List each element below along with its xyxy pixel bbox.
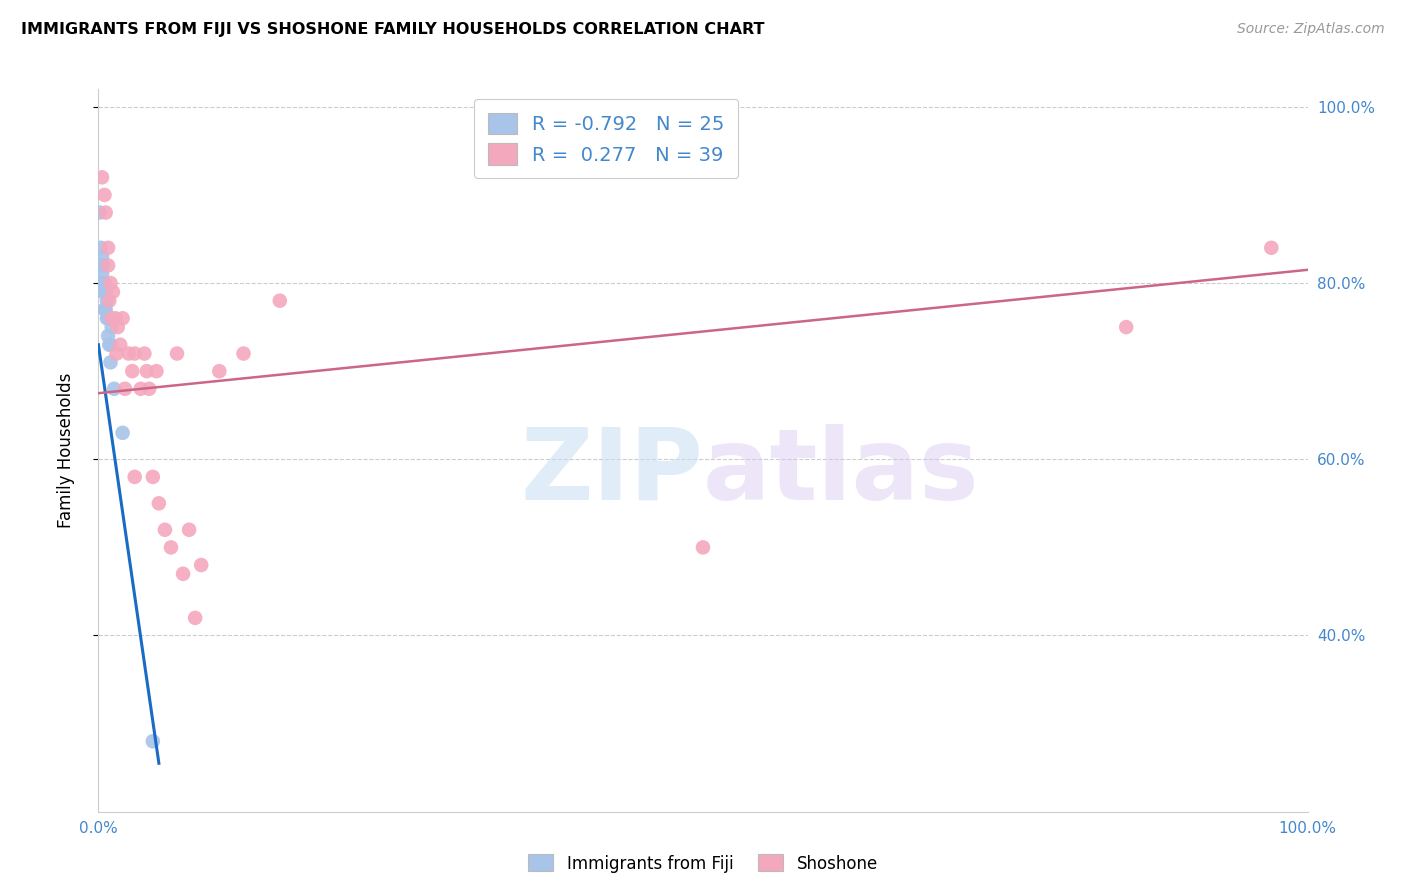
Text: atlas: atlas: [703, 424, 980, 521]
Point: [91, 170, 114, 185]
Point: [111, 311, 134, 326]
Text: Source: ZipAtlas.com: Source: ZipAtlas.com: [1237, 22, 1385, 37]
Point: [107, 320, 129, 334]
Point: [692, 541, 714, 555]
Point: [91, 285, 114, 299]
Point: [96, 311, 118, 326]
Point: [111, 425, 134, 440]
Point: [97, 311, 120, 326]
Point: [108, 337, 131, 351]
Point: [105, 346, 128, 360]
Point: [93, 188, 115, 202]
Point: [124, 346, 146, 360]
Point: [103, 382, 125, 396]
Point: [1260, 241, 1282, 255]
Point: [90, 241, 112, 255]
Y-axis label: Family Households: Family Households: [56, 373, 75, 528]
Point: [148, 496, 170, 510]
Point: [114, 382, 136, 396]
Point: [93, 276, 115, 290]
Point: [94, 285, 117, 299]
Point: [135, 364, 157, 378]
Point: [190, 558, 212, 572]
Point: [97, 329, 120, 343]
Point: [153, 523, 176, 537]
Point: [89, 205, 111, 219]
Legend: Immigrants from Fiji, Shoshone: Immigrants from Fiji, Shoshone: [522, 847, 884, 880]
Point: [91, 276, 114, 290]
Point: [91, 250, 114, 264]
Point: [100, 320, 122, 334]
Point: [94, 205, 117, 219]
Point: [100, 276, 122, 290]
Point: [1115, 320, 1137, 334]
Point: [98, 293, 121, 308]
Text: ZIP: ZIP: [520, 424, 703, 521]
Point: [96, 293, 118, 308]
Point: [124, 470, 146, 484]
Point: [97, 259, 120, 273]
Point: [269, 293, 291, 308]
Point: [100, 355, 122, 369]
Point: [100, 337, 122, 351]
Point: [142, 734, 165, 748]
Point: [134, 346, 156, 360]
Point: [93, 285, 115, 299]
Point: [118, 346, 141, 360]
Point: [104, 311, 127, 326]
Point: [91, 267, 114, 281]
Point: [184, 611, 207, 625]
Point: [91, 259, 114, 273]
Point: [166, 346, 188, 360]
Point: [129, 382, 152, 396]
Point: [232, 346, 254, 360]
Point: [90, 259, 112, 273]
Point: [101, 285, 124, 299]
Point: [91, 276, 114, 290]
Point: [94, 302, 117, 317]
Text: IMMIGRANTS FROM FIJI VS SHOSHONE FAMILY HOUSEHOLDS CORRELATION CHART: IMMIGRANTS FROM FIJI VS SHOSHONE FAMILY …: [21, 22, 765, 37]
Point: [138, 382, 160, 396]
Point: [145, 364, 167, 378]
Point: [100, 311, 122, 326]
Point: [121, 364, 143, 378]
Point: [97, 241, 120, 255]
Point: [179, 523, 201, 537]
Point: [142, 470, 165, 484]
Point: [98, 337, 121, 351]
Point: [160, 541, 183, 555]
Point: [172, 566, 194, 581]
Point: [93, 302, 115, 317]
Point: [208, 364, 231, 378]
Legend: R = -0.792   N = 25, R =  0.277   N = 39: R = -0.792 N = 25, R = 0.277 N = 39: [474, 99, 738, 178]
